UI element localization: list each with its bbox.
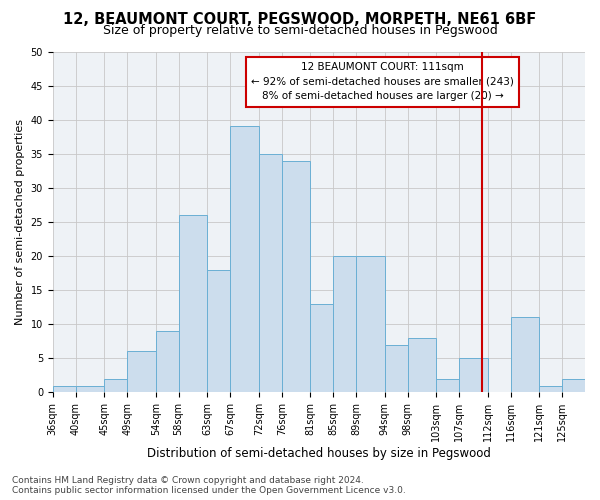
Bar xyxy=(356,256,385,392)
Bar xyxy=(562,378,585,392)
Bar xyxy=(407,338,436,392)
Bar xyxy=(230,126,259,392)
Bar xyxy=(76,386,104,392)
Bar xyxy=(207,270,230,392)
Bar xyxy=(436,378,459,392)
Text: 12 BEAUMONT COURT: 111sqm
← 92% of semi-detached houses are smaller (243)
8% of : 12 BEAUMONT COURT: 111sqm ← 92% of semi-… xyxy=(251,62,514,102)
Bar xyxy=(310,304,333,392)
Bar xyxy=(385,344,407,393)
X-axis label: Distribution of semi-detached houses by size in Pegswood: Distribution of semi-detached houses by … xyxy=(147,447,491,460)
Bar xyxy=(459,358,488,392)
Text: Contains HM Land Registry data © Crown copyright and database right 2024.
Contai: Contains HM Land Registry data © Crown c… xyxy=(12,476,406,495)
Bar xyxy=(179,215,207,392)
Bar xyxy=(127,352,156,393)
Y-axis label: Number of semi-detached properties: Number of semi-detached properties xyxy=(15,119,25,325)
Bar xyxy=(104,378,127,392)
Bar xyxy=(539,386,562,392)
Bar xyxy=(53,386,76,392)
Bar xyxy=(333,256,356,392)
Bar xyxy=(156,331,179,392)
Bar xyxy=(511,318,539,392)
Bar xyxy=(281,160,310,392)
Bar xyxy=(259,154,281,392)
Text: Size of property relative to semi-detached houses in Pegswood: Size of property relative to semi-detach… xyxy=(103,24,497,37)
Text: 12, BEAUMONT COURT, PEGSWOOD, MORPETH, NE61 6BF: 12, BEAUMONT COURT, PEGSWOOD, MORPETH, N… xyxy=(64,12,536,28)
